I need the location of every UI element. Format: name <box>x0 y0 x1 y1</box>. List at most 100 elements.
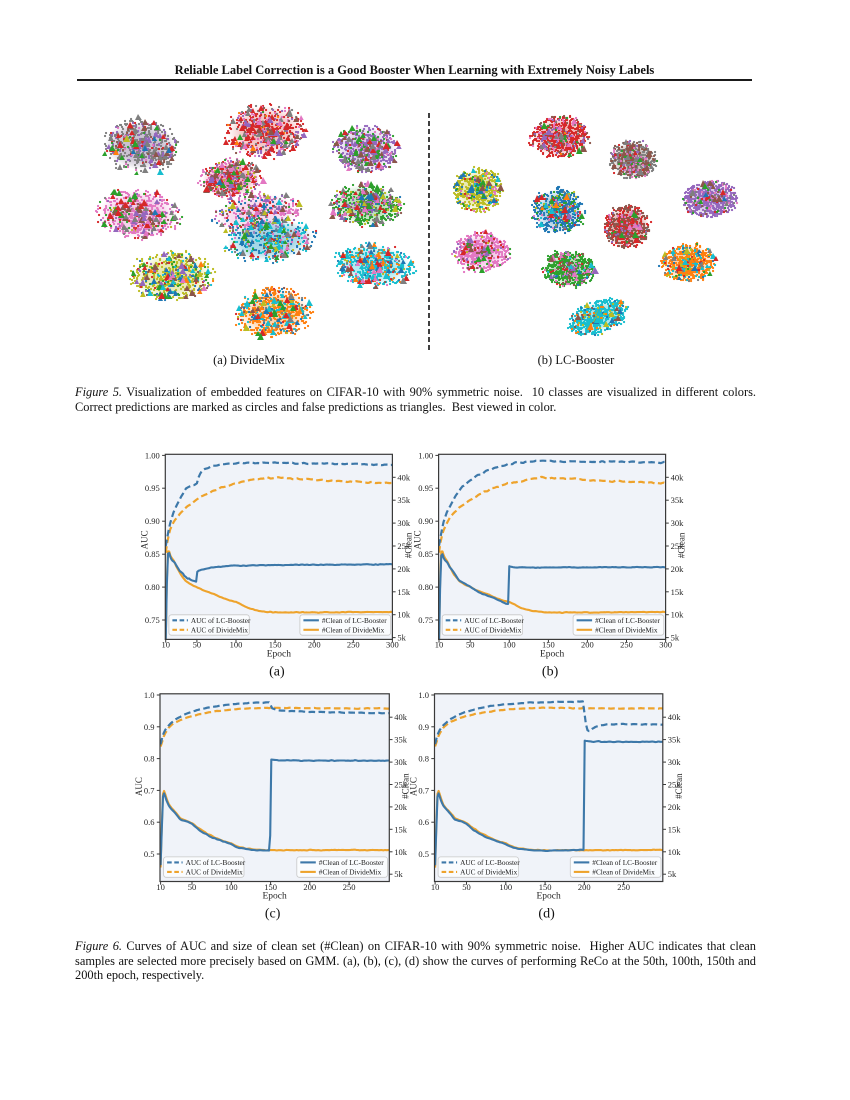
svg-text:AUC: AUC <box>134 777 144 796</box>
svg-text:#Clean of DivideMix: #Clean of DivideMix <box>595 625 658 634</box>
svg-text:35k: 35k <box>397 495 411 505</box>
svg-text:250: 250 <box>620 640 633 650</box>
svg-text:AUC: AUC <box>139 530 149 549</box>
svg-text:0.7: 0.7 <box>418 785 429 795</box>
svg-text:40k: 40k <box>394 712 408 722</box>
svg-text:0.95: 0.95 <box>145 483 160 493</box>
svg-text:#Clean of DivideMix: #Clean of DivideMix <box>592 867 655 876</box>
svg-text:25k: 25k <box>668 780 682 790</box>
svg-text:35k: 35k <box>668 735 682 745</box>
svg-text:0.80: 0.80 <box>418 582 433 592</box>
svg-text:0.9: 0.9 <box>144 722 155 732</box>
svg-text:10k: 10k <box>394 847 408 857</box>
svg-text:Epoch: Epoch <box>540 649 565 659</box>
svg-text:Epoch: Epoch <box>267 649 292 659</box>
svg-text:AUC of LC-Booster: AUC of LC-Booster <box>460 858 520 867</box>
svg-text:AUC of DivideMix: AUC of DivideMix <box>460 867 518 876</box>
svg-text:(b) LC-Booster: (b) LC-Booster <box>538 353 616 367</box>
svg-text:AUC of DivideMix: AUC of DivideMix <box>191 625 249 634</box>
svg-text:(a): (a) <box>269 664 285 679</box>
svg-text:30k: 30k <box>394 757 408 767</box>
svg-text:0.90: 0.90 <box>145 516 160 526</box>
svg-text:0.5: 0.5 <box>144 849 155 859</box>
svg-text:1.0: 1.0 <box>144 690 155 700</box>
svg-text:200: 200 <box>308 640 321 650</box>
svg-text:5k: 5k <box>394 869 403 879</box>
svg-text:0.7: 0.7 <box>144 785 155 795</box>
svg-text:10k: 10k <box>671 610 685 620</box>
svg-text:1.00: 1.00 <box>145 450 160 460</box>
svg-text:40k: 40k <box>397 472 411 482</box>
svg-text:10: 10 <box>161 640 170 650</box>
svg-text:(c): (c) <box>265 907 281 922</box>
svg-text:10: 10 <box>156 882 165 892</box>
svg-text:250: 250 <box>347 640 360 650</box>
svg-text:15k: 15k <box>668 824 682 834</box>
svg-text:(a) DivideMix: (a) DivideMix <box>213 353 286 367</box>
svg-text:35k: 35k <box>671 495 685 505</box>
svg-text:0.8: 0.8 <box>144 754 155 764</box>
svg-text:0.80: 0.80 <box>145 582 160 592</box>
svg-text:AUC of DivideMix: AUC of DivideMix <box>464 625 522 634</box>
svg-text:0.75: 0.75 <box>418 615 433 625</box>
svg-text:#Clean of LC-Booster: #Clean of LC-Booster <box>595 616 660 625</box>
svg-text:Epoch: Epoch <box>536 892 561 902</box>
svg-text:Epoch: Epoch <box>262 892 287 902</box>
svg-text:0.75: 0.75 <box>145 615 160 625</box>
svg-text:30k: 30k <box>671 518 685 528</box>
svg-text:0.85: 0.85 <box>418 549 433 559</box>
svg-text:150: 150 <box>539 882 552 892</box>
svg-text:5k: 5k <box>397 633 406 643</box>
svg-text:0.95: 0.95 <box>418 483 433 493</box>
svg-text:#Clean of LC-Booster: #Clean of LC-Booster <box>319 858 384 867</box>
svg-text:100: 100 <box>499 882 512 892</box>
svg-text:AUC of LC-Booster: AUC of LC-Booster <box>464 616 524 625</box>
svg-text:1.00: 1.00 <box>418 450 433 460</box>
svg-text:200: 200 <box>581 640 594 650</box>
svg-text:50: 50 <box>193 640 202 650</box>
svg-text:AUC of LC-Booster: AUC of LC-Booster <box>186 858 246 867</box>
svg-text:(d): (d) <box>538 907 555 922</box>
svg-text:AUC: AUC <box>409 777 419 796</box>
svg-text:150: 150 <box>269 640 282 650</box>
svg-text:300: 300 <box>659 640 672 650</box>
svg-text:10k: 10k <box>397 610 411 620</box>
svg-text:15k: 15k <box>397 587 411 597</box>
svg-text:100: 100 <box>503 640 516 650</box>
svg-text:5k: 5k <box>671 633 680 643</box>
svg-text:10k: 10k <box>668 847 682 857</box>
svg-text:300: 300 <box>386 640 399 650</box>
svg-text:50: 50 <box>466 640 475 650</box>
svg-text:#Clean of LC-Booster: #Clean of LC-Booster <box>592 858 657 867</box>
svg-text:#Clean of LC-Booster: #Clean of LC-Booster <box>322 616 387 625</box>
svg-text:AUC: AUC <box>413 530 423 549</box>
svg-text:AUC of DivideMix: AUC of DivideMix <box>186 867 244 876</box>
svg-text:25k: 25k <box>394 780 408 790</box>
svg-text:(b): (b) <box>542 664 559 679</box>
svg-text:100: 100 <box>225 882 238 892</box>
svg-text:20k: 20k <box>671 564 685 574</box>
svg-text:40k: 40k <box>668 712 682 722</box>
svg-text:#Clean: #Clean <box>674 773 684 799</box>
svg-text:5k: 5k <box>668 869 677 879</box>
svg-text:200: 200 <box>303 882 316 892</box>
svg-text:0.8: 0.8 <box>418 754 429 764</box>
svg-text:250: 250 <box>343 882 356 892</box>
svg-text:#Clean of DivideMix: #Clean of DivideMix <box>319 867 382 876</box>
svg-text:1.0: 1.0 <box>418 690 429 700</box>
svg-text:25k: 25k <box>397 541 411 551</box>
svg-text:10: 10 <box>435 640 444 650</box>
svg-text:#Clean: #Clean <box>400 773 410 799</box>
svg-text:20k: 20k <box>394 802 408 812</box>
svg-text:35k: 35k <box>394 735 408 745</box>
svg-text:100: 100 <box>230 640 243 650</box>
svg-text:0.5: 0.5 <box>418 849 429 859</box>
svg-text:150: 150 <box>264 882 277 892</box>
svg-text:50: 50 <box>188 882 197 892</box>
svg-text:200: 200 <box>578 882 591 892</box>
svg-text:#Clean of DivideMix: #Clean of DivideMix <box>322 625 385 634</box>
svg-text:0.6: 0.6 <box>418 817 429 827</box>
svg-text:20k: 20k <box>668 802 682 812</box>
svg-text:40k: 40k <box>671 472 685 482</box>
svg-text:30k: 30k <box>668 757 682 767</box>
